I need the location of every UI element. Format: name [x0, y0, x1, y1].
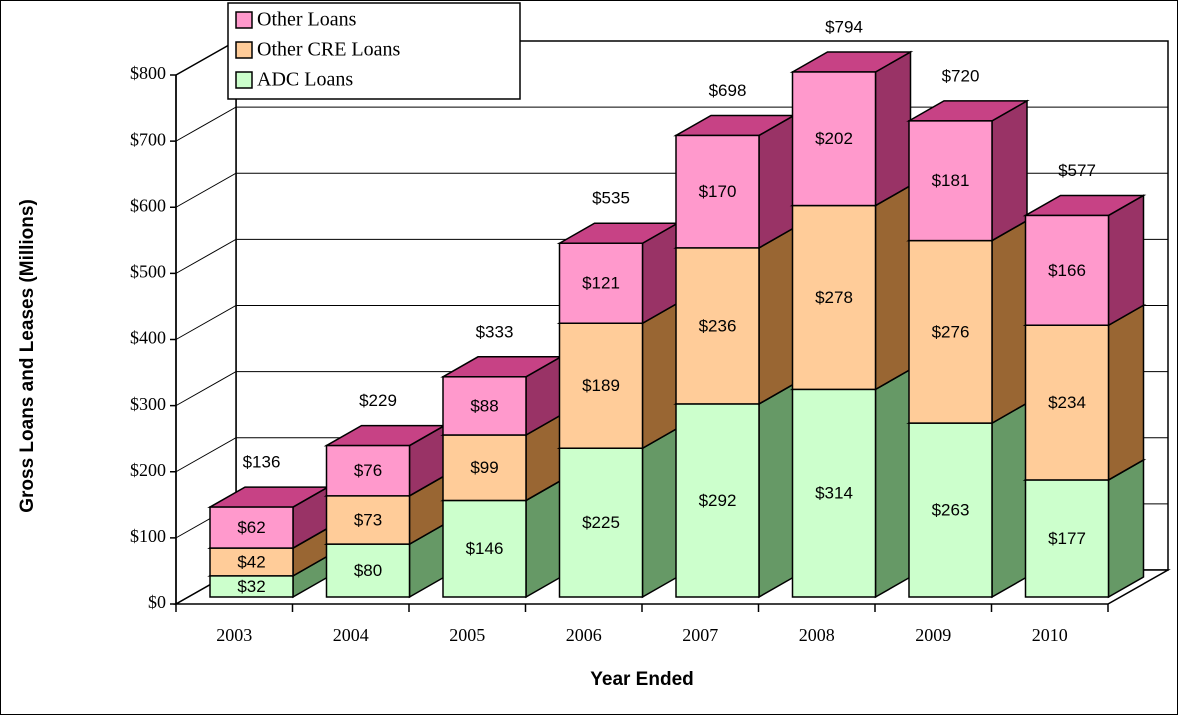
bar [791, 204, 877, 391]
bar [791, 388, 877, 598]
y-tick-label: $200 [130, 460, 166, 480]
bar [908, 422, 993, 598]
bar [1024, 214, 1110, 326]
x-tick-label: 2010 [1032, 625, 1068, 645]
y-tick-label: $300 [130, 394, 166, 414]
value-label: $99 [470, 458, 498, 477]
bar [442, 434, 527, 502]
value-label: $225 [582, 513, 620, 532]
bar [1024, 479, 1110, 598]
bar [558, 242, 644, 324]
bar [442, 499, 527, 598]
value-label: $177 [1048, 529, 1086, 548]
bar [675, 134, 760, 249]
y-axis-label: Gross Loans and Leases (Millions) [17, 199, 38, 513]
value-label: $236 [699, 316, 737, 335]
value-label: $73 [354, 510, 382, 529]
value-label: $278 [815, 288, 853, 307]
bar [325, 543, 411, 598]
value-label: $80 [354, 561, 382, 580]
bar-side [758, 114, 795, 250]
value-label: $121 [582, 274, 620, 293]
total-label: $535 [592, 189, 630, 208]
y-tick-label: $500 [130, 262, 166, 282]
value-label: $166 [1048, 261, 1086, 280]
bar-side [641, 301, 679, 450]
y-tick-label: $100 [130, 526, 166, 546]
x-tick-label: 2005 [449, 625, 485, 645]
bar [675, 403, 760, 598]
total-label: $333 [476, 322, 514, 341]
bar [209, 506, 294, 549]
y-tick-label: $600 [130, 195, 166, 215]
bar [908, 239, 993, 424]
value-label: $88 [470, 396, 498, 415]
y-tick-label: $700 [130, 129, 166, 149]
bar [325, 495, 411, 545]
value-label: $263 [932, 501, 970, 520]
legend-label: Other CRE Loans [257, 39, 401, 61]
legend-swatch [235, 71, 253, 89]
bar [325, 444, 411, 497]
legend-swatch [235, 41, 253, 59]
value-label: $234 [1048, 393, 1086, 412]
value-label: $170 [699, 182, 737, 201]
bar-side [641, 426, 679, 599]
bar-side [1107, 303, 1145, 482]
bar-side [874, 50, 912, 207]
total-label: $720 [942, 66, 980, 85]
bar [209, 547, 294, 577]
bar-side [758, 382, 795, 599]
total-label: $229 [359, 391, 397, 410]
value-label: $181 [932, 171, 970, 190]
bar [791, 71, 877, 207]
legend-label: Other Loans [257, 9, 357, 31]
legend-swatch [235, 11, 253, 29]
value-label: $146 [466, 539, 504, 558]
value-label: $276 [932, 322, 970, 341]
value-label: $202 [815, 129, 853, 148]
x-tick-label: 2009 [915, 625, 951, 645]
x-tick-label: 2004 [333, 625, 369, 645]
total-label: $136 [243, 453, 281, 472]
value-label: $314 [815, 484, 853, 503]
legend-box [227, 2, 521, 100]
value-label: $42 [237, 552, 265, 571]
bar [908, 120, 993, 242]
bar-side [1107, 194, 1145, 327]
bar [558, 322, 644, 449]
value-label: $32 [237, 577, 265, 596]
x-tick-label: 2008 [799, 625, 835, 645]
total-label: $577 [1058, 161, 1096, 180]
bar-side [991, 219, 1028, 425]
total-label: $794 [825, 17, 863, 36]
bar-side [874, 184, 912, 391]
x-tick-label: 2007 [682, 625, 718, 645]
value-label: $76 [354, 461, 382, 480]
value-label: $62 [237, 518, 265, 537]
y-tick-label: $400 [130, 328, 166, 348]
bar-side [758, 226, 795, 406]
bar [675, 247, 760, 405]
bar [442, 376, 527, 436]
bar [1024, 324, 1110, 481]
bar [558, 447, 644, 598]
legend-label: ADC Loans [257, 69, 353, 91]
total-label: $698 [709, 81, 747, 100]
x-tick-label: 2003 [216, 625, 252, 645]
x-tick-label: 2006 [566, 625, 602, 645]
bar-side [1107, 458, 1145, 599]
y-tick-label: $0 [148, 592, 166, 612]
value-label: $189 [582, 376, 620, 395]
bar-side [991, 99, 1028, 242]
y-tick-label: $800 [130, 63, 166, 83]
bar-side [874, 368, 912, 599]
bar-side [991, 401, 1028, 599]
x-axis-label: Year Ended [590, 669, 694, 690]
value-label: $292 [699, 491, 737, 510]
